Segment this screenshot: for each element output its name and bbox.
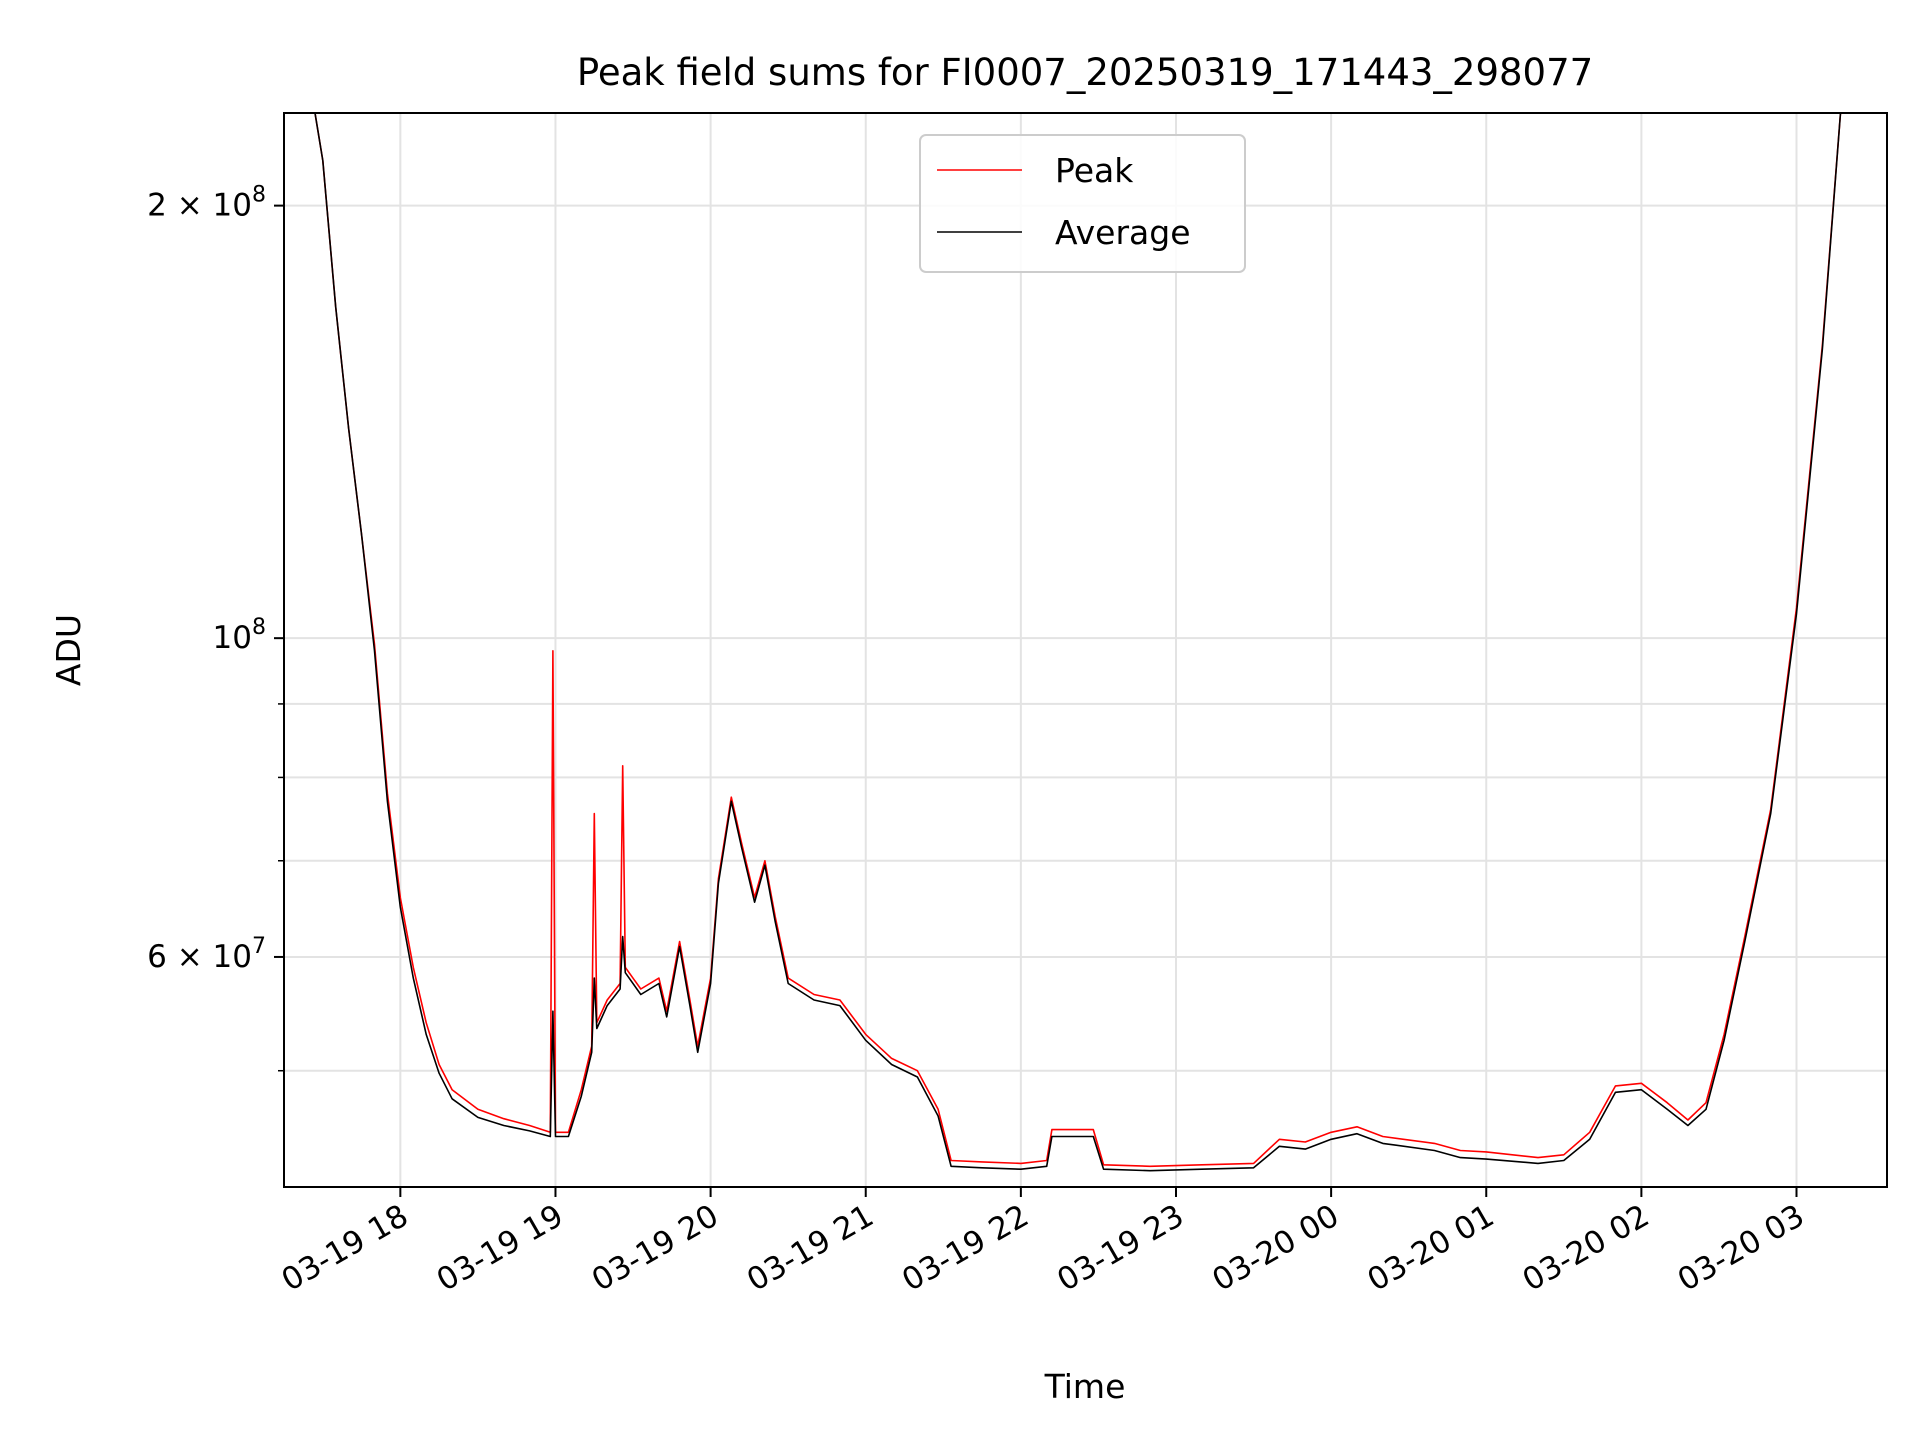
plot-frame (283, 112, 1888, 1188)
y-tick-label-base: 2 × 10 (147, 188, 252, 224)
legend-label-average: Average (1055, 213, 1191, 252)
grid (284, 113, 1887, 1187)
y-tick-label-exponent: 8 (252, 615, 266, 640)
y-tick-label-exponent: 7 (252, 934, 266, 959)
y-axis-label: ADU (49, 614, 88, 686)
y-tick-label-exponent: 8 (252, 183, 266, 208)
x-axis-label: Time (1044, 1367, 1126, 1406)
series-line-average (284, 113, 1887, 1172)
series-layer (284, 113, 1887, 1172)
legend: Peak Average (919, 134, 1246, 273)
y-tick-label-base: 10 (213, 620, 252, 656)
legend-label-peak: Peak (1055, 151, 1134, 190)
y-tick-label-base: 6 × 10 (147, 939, 252, 975)
y-tick-label: 108 (213, 615, 266, 656)
y-tick-label: 2 × 108 (147, 183, 266, 224)
series-line-peak (284, 113, 1887, 1168)
chart-title: Peak field sums for FI0007_20250319_1714… (577, 51, 1593, 94)
y-tick-label: 6 × 107 (147, 934, 266, 975)
